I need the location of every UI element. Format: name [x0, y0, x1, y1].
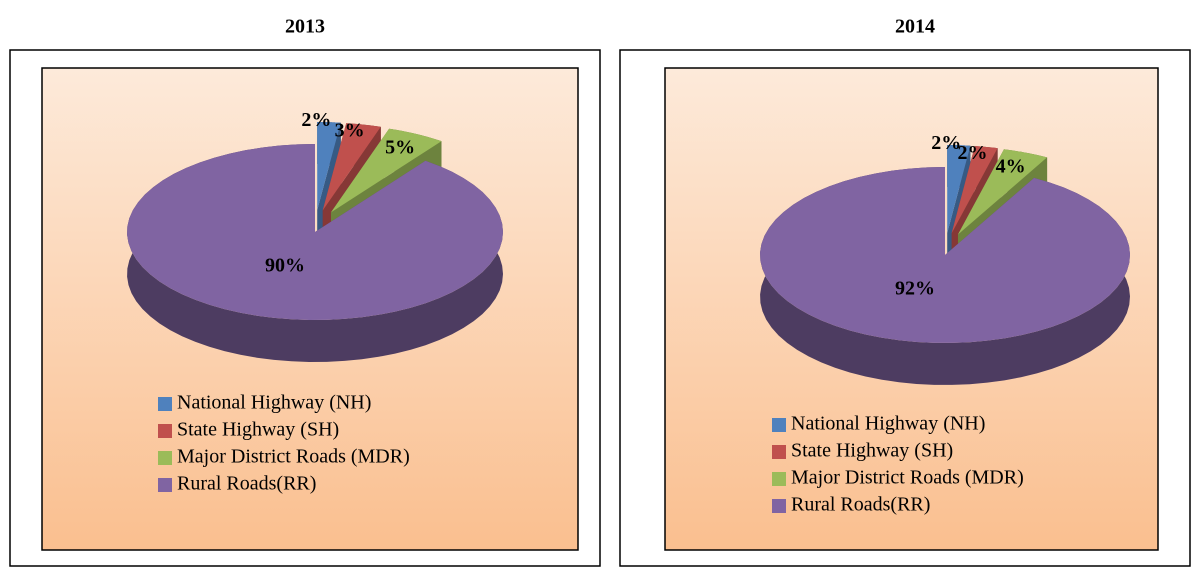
legend-swatch: [158, 478, 172, 492]
legend-swatch: [158, 397, 172, 411]
data-label: 3%: [335, 120, 365, 142]
slice: [330, 128, 442, 213]
slice: [760, 167, 1130, 343]
legend-label: Rural Roads(RR): [791, 494, 930, 516]
legend-label: Major District Roads (MDR): [791, 467, 1024, 489]
data-label: 2%: [931, 132, 961, 154]
chart-title: 2013: [285, 16, 325, 38]
chart-title: 2014: [895, 16, 935, 38]
legend-swatch: [772, 499, 786, 513]
legend-swatch: [772, 418, 786, 432]
data-label: 2%: [958, 142, 988, 164]
data-label: 5%: [385, 137, 415, 159]
legend-label: State Highway (SH): [791, 440, 953, 462]
data-label: 2%: [301, 109, 331, 131]
data-label: 90%: [265, 255, 305, 277]
legend-label: State Highway (SH): [177, 419, 339, 441]
slice: [317, 122, 341, 211]
legend-swatch: [158, 424, 172, 438]
slice: [951, 146, 998, 234]
data-label: 92%: [895, 278, 935, 300]
legend-swatch: [772, 445, 786, 459]
data-label: 4%: [996, 155, 1026, 177]
legend-swatch: [158, 451, 172, 465]
legend-label: Major District Roads (MDR): [177, 446, 410, 468]
legend-label: National Highway (NH): [177, 392, 371, 414]
slice: [957, 149, 1048, 235]
legend-swatch: [772, 472, 786, 486]
legend-label: Rural Roads(RR): [177, 473, 316, 495]
slice: [322, 123, 381, 211]
slice: [947, 145, 971, 234]
legend-label: National Highway (NH): [791, 413, 985, 435]
slice: [127, 144, 503, 320]
